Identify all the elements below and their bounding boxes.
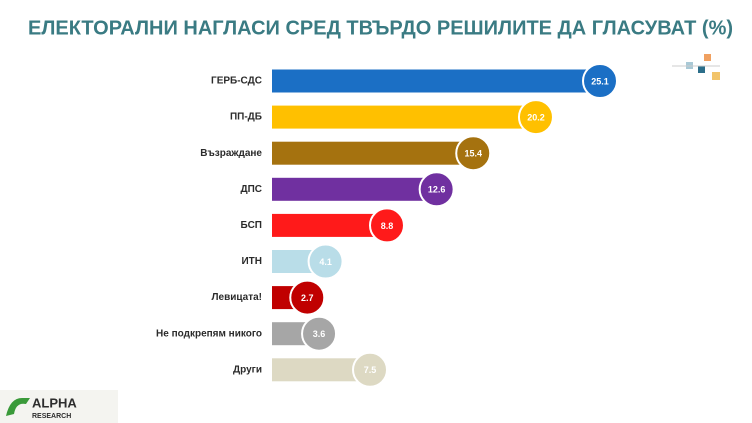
data-label: 7.5 bbox=[364, 365, 377, 375]
deco-square bbox=[704, 54, 711, 61]
category-label: БСП bbox=[241, 220, 262, 231]
value-badge bbox=[368, 207, 405, 244]
chart-title: ЕЛЕКТОРАЛНИ НАГЛАСИ СРЕД ТВЪРДО РЕШИЛИТЕ… bbox=[28, 17, 733, 39]
value-badge bbox=[289, 279, 326, 316]
category-label: Не подкрепям никого bbox=[156, 328, 262, 339]
logo-name: ALPHA bbox=[32, 395, 77, 410]
logo-tagline: RESEARCH bbox=[32, 413, 71, 420]
deco-square bbox=[712, 72, 720, 80]
logo-bg bbox=[0, 390, 118, 423]
bar bbox=[272, 105, 536, 129]
value-badge bbox=[517, 99, 554, 136]
value-badge bbox=[418, 171, 455, 208]
category-label: Левицата! bbox=[212, 292, 263, 303]
bar bbox=[272, 213, 387, 237]
value-badge bbox=[301, 315, 338, 352]
data-label: 20.2 bbox=[527, 112, 545, 122]
bar bbox=[272, 358, 371, 382]
bar bbox=[272, 141, 474, 165]
bar bbox=[272, 69, 600, 93]
data-label: 25.1 bbox=[591, 76, 609, 86]
category-label: ГЕРБ-СДС bbox=[211, 76, 262, 87]
value-badge bbox=[582, 63, 618, 99]
data-label: 2.7 bbox=[301, 293, 314, 303]
bar bbox=[272, 177, 437, 201]
category-label: Възраждане bbox=[200, 148, 262, 159]
value-badge bbox=[352, 351, 389, 388]
logo: ALPHA RESEARCH bbox=[0, 390, 118, 423]
value-badge bbox=[455, 135, 492, 172]
category-label: ПП-ДБ bbox=[230, 112, 262, 123]
deco-square bbox=[698, 66, 705, 73]
category-label: ДПС bbox=[240, 184, 262, 195]
decoration bbox=[672, 54, 720, 80]
category-label: Други bbox=[233, 364, 262, 375]
data-label: 8.8 bbox=[381, 221, 394, 231]
data-label: 12.6 bbox=[428, 185, 446, 195]
value-badge bbox=[307, 243, 344, 280]
data-label: 3.6 bbox=[313, 329, 326, 339]
data-label: 4.1 bbox=[319, 257, 332, 267]
category-label: ИТН bbox=[241, 256, 262, 267]
data-label: 15.4 bbox=[464, 149, 482, 159]
logo-mark bbox=[6, 398, 30, 416]
